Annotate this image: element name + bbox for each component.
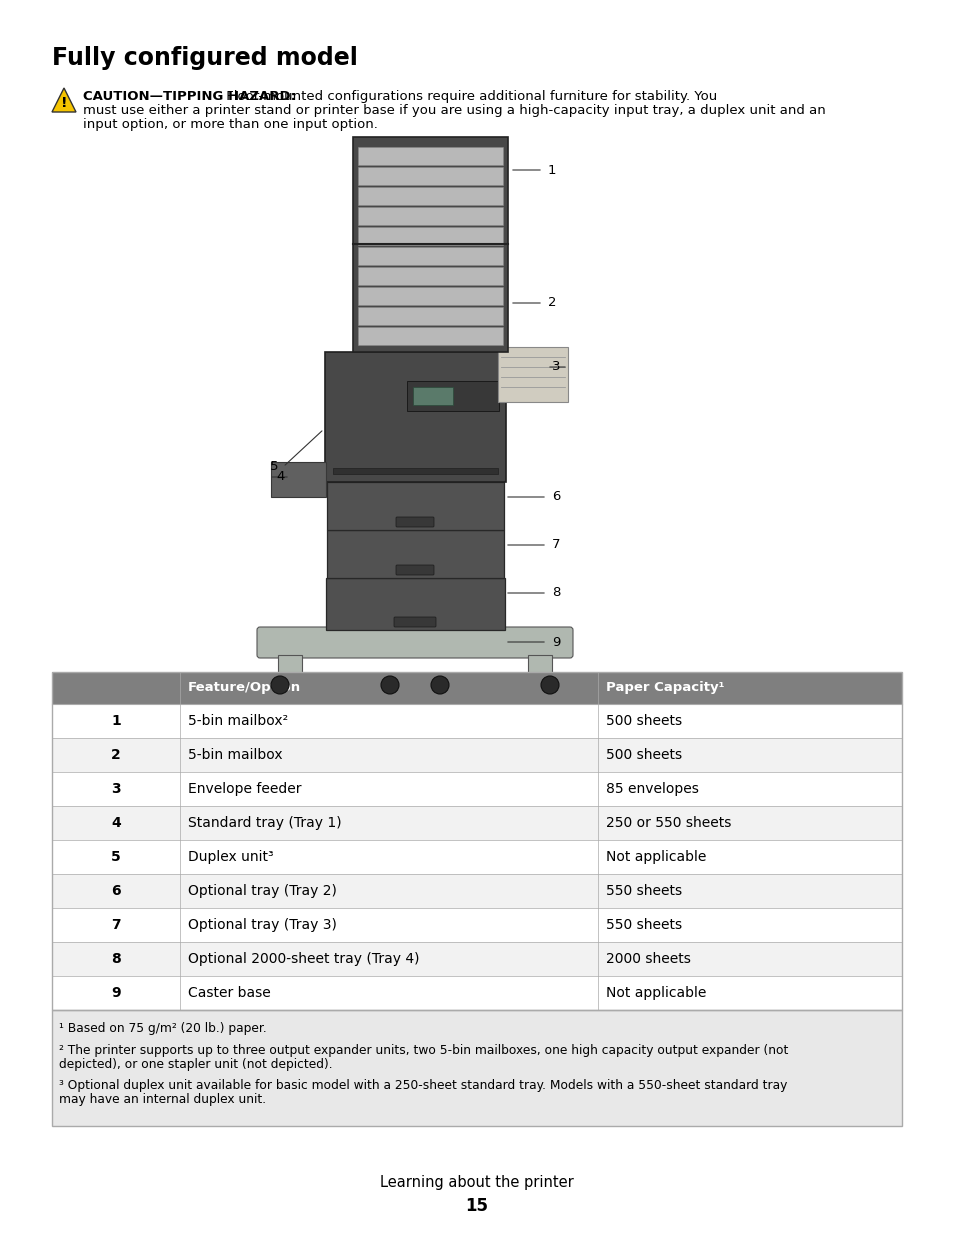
FancyBboxPatch shape — [357, 227, 502, 245]
FancyBboxPatch shape — [357, 207, 502, 225]
Text: ¹ Based on 75 g/m² (20 lb.) paper.: ¹ Based on 75 g/m² (20 lb.) paper. — [59, 1023, 267, 1035]
Text: Optional tray (Tray 3): Optional tray (Tray 3) — [188, 918, 336, 932]
Polygon shape — [52, 88, 76, 112]
FancyBboxPatch shape — [52, 942, 901, 976]
FancyBboxPatch shape — [277, 655, 302, 677]
Text: 7: 7 — [112, 918, 121, 932]
Text: 7: 7 — [552, 538, 560, 552]
FancyBboxPatch shape — [256, 627, 573, 658]
FancyBboxPatch shape — [52, 806, 901, 840]
Circle shape — [271, 676, 289, 694]
Text: 5: 5 — [269, 461, 277, 473]
Text: 5-bin mailbox: 5-bin mailbox — [188, 748, 282, 762]
Circle shape — [540, 676, 558, 694]
Text: Caster base: Caster base — [188, 986, 271, 1000]
Text: Envelope feeder: Envelope feeder — [188, 782, 301, 797]
Text: Floor-mounted configurations require additional furniture for stability. You: Floor-mounted configurations require add… — [222, 90, 717, 103]
FancyBboxPatch shape — [357, 147, 502, 165]
FancyBboxPatch shape — [394, 618, 436, 627]
Text: ³ Optional duplex unit available for basic model with a 250-sheet standard tray.: ³ Optional duplex unit available for bas… — [59, 1079, 786, 1093]
FancyBboxPatch shape — [52, 672, 901, 704]
Text: 2: 2 — [547, 296, 556, 310]
FancyBboxPatch shape — [407, 382, 498, 411]
Text: Feature/Option: Feature/Option — [188, 682, 301, 694]
Text: ² The printer supports up to three output expander units, two 5-bin mailboxes, o: ² The printer supports up to three outpu… — [59, 1044, 787, 1057]
Text: 2: 2 — [111, 748, 121, 762]
FancyBboxPatch shape — [527, 655, 552, 677]
FancyBboxPatch shape — [357, 167, 502, 185]
Text: Duplex unit³: Duplex unit³ — [188, 850, 274, 864]
FancyBboxPatch shape — [52, 840, 901, 874]
Text: 550 sheets: 550 sheets — [605, 918, 681, 932]
Text: 9: 9 — [552, 636, 559, 648]
FancyBboxPatch shape — [357, 267, 502, 285]
FancyBboxPatch shape — [333, 468, 497, 474]
Text: 6: 6 — [112, 884, 121, 898]
Text: 500 sheets: 500 sheets — [605, 714, 681, 727]
FancyBboxPatch shape — [395, 564, 434, 576]
Text: must use either a printer stand or printer base if you are using a high-capacity: must use either a printer stand or print… — [83, 104, 825, 117]
FancyBboxPatch shape — [357, 327, 502, 345]
Text: 4: 4 — [111, 816, 121, 830]
Text: CAUTION—TIPPING HAZARD:: CAUTION—TIPPING HAZARD: — [83, 90, 295, 103]
FancyBboxPatch shape — [357, 247, 502, 266]
Text: 5: 5 — [111, 850, 121, 864]
Text: 5-bin mailbox²: 5-bin mailbox² — [188, 714, 288, 727]
Text: 85 envelopes: 85 envelopes — [605, 782, 699, 797]
FancyBboxPatch shape — [327, 482, 503, 530]
FancyBboxPatch shape — [52, 1010, 901, 1126]
Text: Paper Capacity¹: Paper Capacity¹ — [605, 682, 723, 694]
FancyBboxPatch shape — [497, 347, 567, 403]
FancyBboxPatch shape — [52, 874, 901, 908]
Text: !: ! — [61, 96, 67, 110]
FancyBboxPatch shape — [357, 186, 502, 205]
Text: 9: 9 — [112, 986, 121, 1000]
FancyBboxPatch shape — [271, 462, 326, 496]
FancyBboxPatch shape — [327, 530, 503, 578]
FancyBboxPatch shape — [325, 352, 505, 482]
FancyBboxPatch shape — [52, 704, 901, 739]
Text: Not applicable: Not applicable — [605, 850, 705, 864]
Text: 4: 4 — [276, 471, 285, 483]
Text: 8: 8 — [552, 587, 559, 599]
Text: Optional tray (Tray 2): Optional tray (Tray 2) — [188, 884, 336, 898]
FancyBboxPatch shape — [52, 976, 901, 1010]
FancyBboxPatch shape — [357, 308, 502, 325]
Text: 1: 1 — [547, 163, 556, 177]
Text: input option, or more than one input option.: input option, or more than one input opt… — [83, 119, 377, 131]
Circle shape — [380, 676, 398, 694]
Text: Standard tray (Tray 1): Standard tray (Tray 1) — [188, 816, 341, 830]
FancyBboxPatch shape — [413, 387, 453, 405]
FancyBboxPatch shape — [326, 578, 504, 630]
FancyBboxPatch shape — [52, 908, 901, 942]
Text: Not applicable: Not applicable — [605, 986, 705, 1000]
Text: 6: 6 — [552, 490, 559, 504]
Text: 250 or 550 sheets: 250 or 550 sheets — [605, 816, 731, 830]
Text: 500 sheets: 500 sheets — [605, 748, 681, 762]
Circle shape — [431, 676, 449, 694]
Text: Learning about the printer: Learning about the printer — [379, 1174, 574, 1191]
Text: Fully configured model: Fully configured model — [52, 46, 357, 70]
FancyBboxPatch shape — [357, 287, 502, 305]
Text: 15: 15 — [465, 1197, 488, 1215]
Text: 3: 3 — [552, 361, 560, 373]
Text: Optional 2000-sheet tray (Tray 4): Optional 2000-sheet tray (Tray 4) — [188, 952, 419, 966]
FancyBboxPatch shape — [353, 137, 507, 352]
FancyBboxPatch shape — [395, 517, 434, 527]
Text: 3: 3 — [112, 782, 121, 797]
FancyBboxPatch shape — [52, 772, 901, 806]
Text: 550 sheets: 550 sheets — [605, 884, 681, 898]
FancyBboxPatch shape — [52, 739, 901, 772]
Text: depicted), or one stapler unit (not depicted).: depicted), or one stapler unit (not depi… — [59, 1057, 333, 1071]
Text: 1: 1 — [111, 714, 121, 727]
Text: 8: 8 — [111, 952, 121, 966]
Text: 2000 sheets: 2000 sheets — [605, 952, 690, 966]
Text: may have an internal duplex unit.: may have an internal duplex unit. — [59, 1093, 266, 1107]
